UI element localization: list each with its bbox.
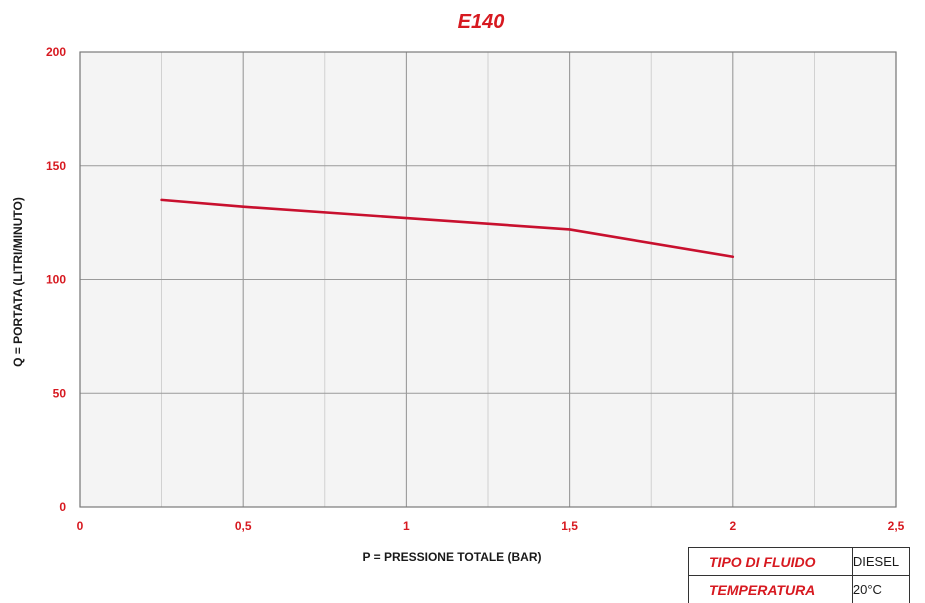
x-tick-label: 0,5 [235,519,252,533]
y-tick-labels: 0 50 100 150 200 [46,45,66,514]
x-tick-label: 1,5 [561,519,578,533]
x-tick-label: 1 [403,519,410,533]
y-tick-label: 50 [53,386,67,400]
fluid-type-label: TIPO DI FLUIDO [689,548,853,576]
temperature-value: 20°C [852,576,909,603]
x-tick-label: 0 [77,519,84,533]
y-axis-label: Q = PORTATA (LITRI/MINUTO) [11,197,25,367]
fluid-info-table: TIPO DI FLUIDO DIESEL TEMPERATURA 20°C [688,547,910,603]
x-axis-label: P = PRESSIONE TOTALE (BAR) [362,550,541,564]
temperature-row: TEMPERATURA 20°C [689,576,910,603]
x-tick-labels: 0 0,5 1 1,5 2 2,5 [77,519,905,533]
fluid-type-row: TIPO DI FLUIDO DIESEL [689,548,910,576]
y-tick-label: 0 [59,500,66,514]
x-tick-label: 2 [729,519,736,533]
y-tick-label: 100 [46,273,66,287]
temperature-label: TEMPERATURA [689,576,853,603]
fluid-type-value: DIESEL [852,548,909,576]
y-tick-label: 200 [46,45,66,59]
y-tick-label: 150 [46,159,66,173]
chart-title: E140 [458,11,505,33]
x-tick-label: 2,5 [888,519,905,533]
